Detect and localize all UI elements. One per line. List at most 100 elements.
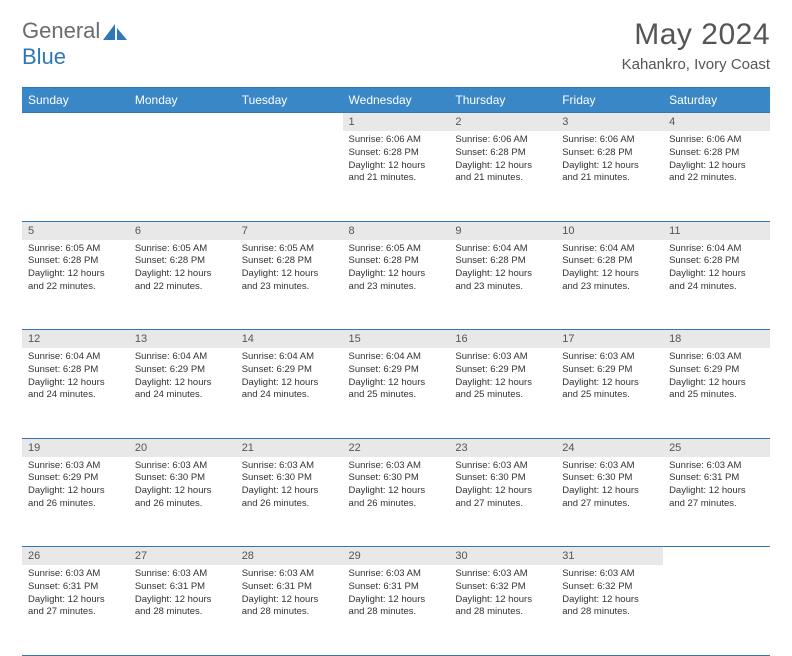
daylight-line: Daylight: 12 hours and 27 minutes. — [455, 485, 550, 511]
day-cell: Sunrise: 6:04 AMSunset: 6:28 PMDaylight:… — [663, 240, 770, 330]
sunset-line: Sunset: 6:29 PM — [455, 364, 550, 377]
sunset-line: Sunset: 6:28 PM — [455, 255, 550, 268]
day-cell: Sunrise: 6:04 AMSunset: 6:29 PMDaylight:… — [236, 348, 343, 438]
daylight-line: Daylight: 12 hours and 23 minutes. — [242, 268, 337, 294]
week-daynum-row: 12131415161718 — [22, 330, 770, 349]
day-cell — [663, 565, 770, 655]
day-cell: Sunrise: 6:03 AMSunset: 6:29 PMDaylight:… — [556, 348, 663, 438]
daylight-line: Daylight: 12 hours and 24 minutes. — [28, 377, 123, 403]
day-cell: Sunrise: 6:03 AMSunset: 6:31 PMDaylight:… — [22, 565, 129, 655]
day-number: 1 — [343, 113, 450, 131]
sunrise-line: Sunrise: 6:03 AM — [349, 460, 444, 473]
day-header: Wednesday — [343, 88, 450, 113]
day-cell: Sunrise: 6:03 AMSunset: 6:30 PMDaylight:… — [556, 457, 663, 547]
day-details: Sunrise: 6:03 AMSunset: 6:31 PMDaylight:… — [129, 565, 236, 625]
day-number: 20 — [129, 439, 236, 457]
day-cell: Sunrise: 6:03 AMSunset: 6:31 PMDaylight:… — [343, 565, 450, 655]
sunset-line: Sunset: 6:28 PM — [349, 147, 444, 160]
daylight-line: Daylight: 12 hours and 26 minutes. — [28, 485, 123, 511]
daylight-line: Daylight: 12 hours and 25 minutes. — [562, 377, 657, 403]
sunrise-line: Sunrise: 6:04 AM — [455, 243, 550, 256]
week-content-row: Sunrise: 6:05 AMSunset: 6:28 PMDaylight:… — [22, 240, 770, 330]
sunrise-line: Sunrise: 6:03 AM — [562, 568, 657, 581]
sunset-line: Sunset: 6:28 PM — [349, 255, 444, 268]
sunrise-line: Sunrise: 6:03 AM — [28, 460, 123, 473]
day-details: Sunrise: 6:03 AMSunset: 6:29 PMDaylight:… — [449, 348, 556, 408]
day-details: Sunrise: 6:04 AMSunset: 6:29 PMDaylight:… — [343, 348, 450, 408]
day-number: 31 — [556, 547, 663, 565]
sunset-line: Sunset: 6:28 PM — [669, 147, 764, 160]
sunset-line: Sunset: 6:28 PM — [455, 147, 550, 160]
day-details: Sunrise: 6:03 AMSunset: 6:29 PMDaylight:… — [556, 348, 663, 408]
sunset-line: Sunset: 6:28 PM — [28, 255, 123, 268]
day-cell: Sunrise: 6:03 AMSunset: 6:32 PMDaylight:… — [556, 565, 663, 655]
calendar-table: SundayMondayTuesdayWednesdayThursdayFrid… — [22, 87, 770, 656]
sunrise-line: Sunrise: 6:03 AM — [349, 568, 444, 581]
day-details: Sunrise: 6:04 AMSunset: 6:28 PMDaylight:… — [663, 240, 770, 300]
sunset-line: Sunset: 6:29 PM — [349, 364, 444, 377]
day-number: 26 — [22, 547, 129, 565]
sunset-line: Sunset: 6:31 PM — [28, 581, 123, 594]
sunrise-line: Sunrise: 6:03 AM — [242, 568, 337, 581]
day-header: Saturday — [663, 88, 770, 113]
week-daynum-row: 1234 — [22, 113, 770, 132]
day-details: Sunrise: 6:04 AMSunset: 6:28 PMDaylight:… — [22, 348, 129, 408]
week-content-row: Sunrise: 6:06 AMSunset: 6:28 PMDaylight:… — [22, 131, 770, 221]
day-cell: Sunrise: 6:03 AMSunset: 6:32 PMDaylight:… — [449, 565, 556, 655]
day-cell: Sunrise: 6:05 AMSunset: 6:28 PMDaylight:… — [343, 240, 450, 330]
daylight-line: Daylight: 12 hours and 22 minutes. — [135, 268, 230, 294]
day-cell: Sunrise: 6:04 AMSunset: 6:28 PMDaylight:… — [556, 240, 663, 330]
day-details: Sunrise: 6:03 AMSunset: 6:29 PMDaylight:… — [22, 457, 129, 517]
day-details: Sunrise: 6:03 AMSunset: 6:30 PMDaylight:… — [129, 457, 236, 517]
day-number: 23 — [449, 439, 556, 457]
day-number: 17 — [556, 330, 663, 348]
day-number: 25 — [663, 439, 770, 457]
day-details: Sunrise: 6:06 AMSunset: 6:28 PMDaylight:… — [556, 131, 663, 191]
day-number: 24 — [556, 439, 663, 457]
sunrise-line: Sunrise: 6:03 AM — [562, 460, 657, 473]
day-cell: Sunrise: 6:04 AMSunset: 6:29 PMDaylight:… — [129, 348, 236, 438]
day-details: Sunrise: 6:03 AMSunset: 6:31 PMDaylight:… — [236, 565, 343, 625]
day-number: 14 — [236, 330, 343, 348]
day-number: 10 — [556, 222, 663, 240]
day-cell: Sunrise: 6:04 AMSunset: 6:28 PMDaylight:… — [449, 240, 556, 330]
day-details: Sunrise: 6:05 AMSunset: 6:28 PMDaylight:… — [129, 240, 236, 300]
sunrise-line: Sunrise: 6:03 AM — [455, 568, 550, 581]
sunrise-line: Sunrise: 6:03 AM — [28, 568, 123, 581]
day-details: Sunrise: 6:03 AMSunset: 6:30 PMDaylight:… — [449, 457, 556, 517]
page-header: GeneralBlue May 2024 Kahankro, Ivory Coa… — [22, 18, 770, 73]
sunset-line: Sunset: 6:30 PM — [242, 472, 337, 485]
day-details: Sunrise: 6:05 AMSunset: 6:28 PMDaylight:… — [22, 240, 129, 300]
day-cell: Sunrise: 6:03 AMSunset: 6:31 PMDaylight:… — [129, 565, 236, 655]
day-details: Sunrise: 6:03 AMSunset: 6:30 PMDaylight:… — [236, 457, 343, 517]
day-number: 28 — [236, 547, 343, 565]
day-header: Sunday — [22, 88, 129, 113]
day-details: Sunrise: 6:04 AMSunset: 6:28 PMDaylight:… — [449, 240, 556, 300]
day-number: 9 — [449, 222, 556, 240]
sunrise-line: Sunrise: 6:06 AM — [455, 134, 550, 147]
day-header-row: SundayMondayTuesdayWednesdayThursdayFrid… — [22, 88, 770, 113]
day-header: Thursday — [449, 88, 556, 113]
sunrise-line: Sunrise: 6:03 AM — [562, 351, 657, 364]
day-number: 6 — [129, 222, 236, 240]
week-daynum-row: 567891011 — [22, 221, 770, 240]
sunset-line: Sunset: 6:32 PM — [455, 581, 550, 594]
sunrise-line: Sunrise: 6:04 AM — [135, 351, 230, 364]
day-number: 5 — [22, 222, 129, 240]
logo-text-general: General — [22, 18, 100, 44]
day-number: 30 — [449, 547, 556, 565]
day-details: Sunrise: 6:03 AMSunset: 6:31 PMDaylight:… — [343, 565, 450, 625]
sunset-line: Sunset: 6:31 PM — [669, 472, 764, 485]
day-cell — [22, 131, 129, 221]
sunrise-line: Sunrise: 6:06 AM — [562, 134, 657, 147]
day-number: 22 — [343, 439, 450, 457]
day-number — [22, 113, 129, 119]
day-number: 21 — [236, 439, 343, 457]
daylight-line: Daylight: 12 hours and 26 minutes. — [349, 485, 444, 511]
day-number — [663, 547, 770, 553]
sunrise-line: Sunrise: 6:05 AM — [135, 243, 230, 256]
day-number: 19 — [22, 439, 129, 457]
daylight-line: Daylight: 12 hours and 22 minutes. — [28, 268, 123, 294]
daylight-line: Daylight: 12 hours and 23 minutes. — [349, 268, 444, 294]
logo-text-blue: Blue — [22, 44, 66, 69]
